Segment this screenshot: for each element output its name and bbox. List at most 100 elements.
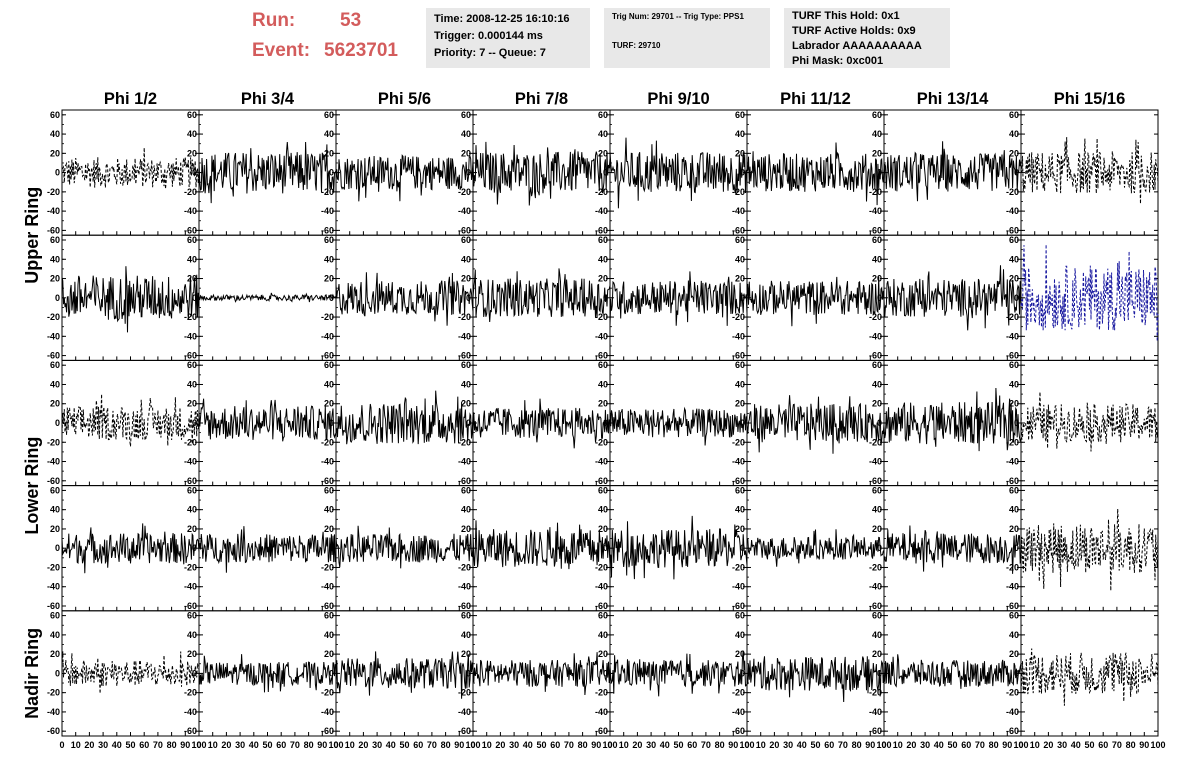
y-tick-label: -40	[458, 582, 471, 592]
y-tick-label: -40	[869, 707, 882, 717]
x-tick-label: 30	[783, 740, 793, 750]
y-tick-label: 20	[50, 399, 60, 409]
panel: -60 -40 -20 0 20 40 60	[595, 109, 748, 236]
y-tick-label: -60	[1006, 476, 1019, 486]
y-tick-label: 20	[461, 399, 471, 409]
y-tick-label: 20	[735, 274, 745, 284]
waveform-trace	[1020, 137, 1159, 204]
y-tick-label: 20	[872, 524, 882, 534]
y-tick-label: 40	[1009, 630, 1019, 640]
x-tick-label: 40	[386, 740, 396, 750]
y-tick-label: 20	[461, 274, 471, 284]
x-tick-label: 70	[1112, 740, 1122, 750]
waveform-trace	[883, 265, 1022, 331]
y-tick-label: -40	[47, 582, 60, 592]
y-tick-label: -40	[184, 707, 197, 717]
y-tick-label: -60	[869, 601, 882, 611]
y-tick-label: -20	[47, 187, 60, 197]
x-tick-label: 40	[249, 740, 259, 750]
y-tick-label: 40	[324, 254, 334, 264]
event-label: Event:	[252, 40, 311, 61]
x-tick-label: 10	[208, 740, 218, 750]
x-tick-label: 10	[1030, 740, 1040, 750]
column-title: Phi 13/14	[917, 90, 989, 108]
y-tick-label: 0	[1014, 418, 1019, 428]
panel: -60 -40 -20 0 20 40 60	[458, 234, 611, 361]
y-tick-label: 20	[324, 524, 334, 534]
y-tick-label: 0	[466, 668, 471, 678]
y-tick-label: 20	[187, 148, 197, 158]
panel: -60 -40 -20 0 20 40 60	[1006, 359, 1159, 487]
panel: -60 -40 -20 0 20 40 60	[47, 234, 200, 361]
y-tick-label: 40	[1009, 379, 1019, 389]
y-tick-label: 60	[735, 611, 745, 621]
y-tick-label: 60	[598, 235, 608, 245]
y-tick-label: 60	[324, 485, 334, 495]
y-tick-label: -40	[321, 206, 334, 216]
y-tick-label: -60	[595, 225, 608, 235]
y-tick-label: -20	[184, 312, 197, 322]
waveform-trace	[883, 387, 1022, 452]
x-tick-label: 80	[715, 740, 725, 750]
y-tick-label: 60	[872, 235, 882, 245]
x-tick-label: 60	[413, 740, 423, 750]
y-tick-label: 60	[461, 110, 471, 120]
x-tick-label: 40	[934, 740, 944, 750]
panel: -60 -40 -20 0 20 40 60	[321, 610, 474, 737]
y-tick-label: 40	[735, 254, 745, 264]
turf-this-hold-text: TURF This Hold: 0x1	[792, 10, 900, 22]
y-tick-label: -20	[458, 312, 471, 322]
panel: -60 -40 -20 0 20 40 60	[595, 359, 748, 487]
y-tick-label: 60	[50, 485, 60, 495]
panel-frame	[198, 359, 337, 487]
y-tick-label: 40	[735, 129, 745, 139]
y-tick-label: -40	[1006, 582, 1019, 592]
x-tick-label: 50	[536, 740, 546, 750]
waveform-trace	[1020, 391, 1159, 452]
y-tick-label: 0	[740, 293, 745, 303]
x-tick-label: 0	[1018, 740, 1023, 750]
waveform-trace	[472, 398, 611, 449]
waveform-trace	[198, 398, 337, 442]
y-tick-label: -60	[595, 476, 608, 486]
y-tick-label: -20	[321, 688, 334, 698]
y-tick-label: 40	[461, 379, 471, 389]
y-tick-label: -40	[321, 707, 334, 717]
y-tick-label: 20	[187, 399, 197, 409]
panel: -60 -40 -20 0 20 40 60	[869, 234, 1022, 361]
y-tick-label: 40	[598, 379, 608, 389]
panel: -60 -40 -20 0 20 40 60	[458, 109, 611, 236]
x-tick-label: 0	[196, 740, 201, 750]
y-tick-label: 40	[598, 129, 608, 139]
y-tick-label: 20	[1009, 274, 1019, 284]
x-tick-label: 50	[1084, 740, 1094, 750]
y-tick-label: 40	[50, 254, 60, 264]
y-tick-label: -40	[47, 707, 60, 717]
y-tick-label: -40	[595, 331, 608, 341]
y-tick-label: -60	[321, 601, 334, 611]
x-tick-label: 90	[865, 740, 875, 750]
y-tick-label: -60	[184, 351, 197, 361]
x-tick-label: 10	[619, 740, 629, 750]
y-tick-label: -60	[321, 225, 334, 235]
column-title: Phi 11/12	[780, 90, 851, 108]
y-tick-label: 20	[735, 148, 745, 158]
x-tick-label: 100	[602, 740, 617, 750]
y-tick-label: 20	[324, 274, 334, 284]
y-tick-label: 60	[872, 485, 882, 495]
x-tick-label: 0	[744, 740, 749, 750]
y-tick-label: -60	[458, 726, 471, 736]
y-tick-label: -40	[595, 457, 608, 467]
y-tick-label: 60	[598, 360, 608, 370]
y-tick-label: 40	[735, 379, 745, 389]
y-tick-label: 40	[324, 379, 334, 389]
y-tick-label: -20	[732, 312, 745, 322]
y-tick-label: -60	[458, 601, 471, 611]
panel: -60 -40 -20 0 20 40 60	[595, 610, 748, 737]
x-tick-label: 30	[509, 740, 519, 750]
waveform-trace	[1020, 244, 1159, 342]
y-tick-label: -60	[47, 351, 60, 361]
panel-frame	[198, 234, 337, 361]
y-tick-label: -20	[321, 562, 334, 572]
y-tick-label: 40	[872, 630, 882, 640]
